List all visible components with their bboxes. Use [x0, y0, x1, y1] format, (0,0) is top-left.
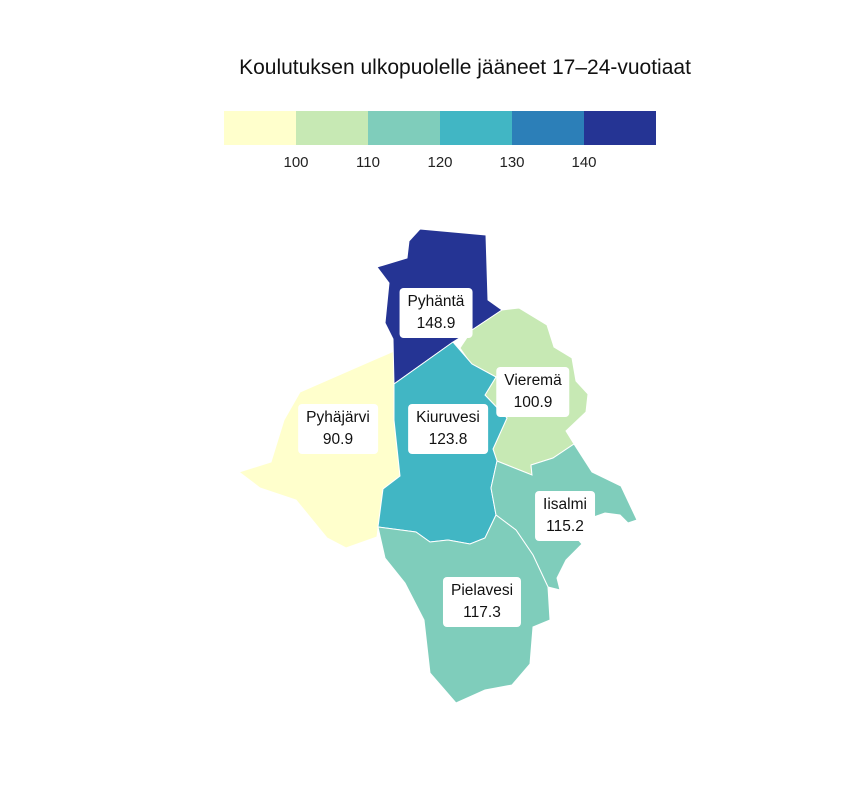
legend-swatch-1: [224, 111, 296, 145]
legend-tick: 140: [571, 154, 597, 171]
legend-tick: 100: [283, 154, 309, 171]
municipality-name: Iisalmi: [543, 496, 587, 513]
legend-swatch-2: [296, 111, 368, 145]
color-legend: [224, 111, 656, 145]
label-iisalmi: Iisalmi 115.2: [535, 491, 595, 541]
map-title: Koulutuksen ulkopuolelle jääneet 17–24-v…: [239, 56, 691, 79]
municipality-value: 123.8: [428, 431, 468, 448]
municipality-name: Vieremä: [504, 372, 562, 389]
municipality-value: 148.9: [416, 315, 456, 332]
municipality-value: 90.9: [322, 431, 354, 448]
municipality-value: 100.9: [513, 394, 553, 411]
legend-swatch-3: [368, 111, 440, 145]
municipality-name: Kiuruvesi: [416, 409, 480, 426]
legend-swatch-5: [512, 111, 584, 145]
municipality-value: 117.3: [463, 604, 501, 621]
label-pyhajarvi: Pyhäjärvi 90.9: [298, 404, 378, 454]
label-pielavesi: Pielavesi 117.3: [442, 577, 522, 627]
legend-swatch-4: [440, 111, 512, 145]
municipality-name: Pyhäntä: [407, 293, 465, 310]
municipality-name: Pyhäjärvi: [306, 409, 370, 426]
legend-tick: 110: [356, 154, 380, 171]
label-kiuruvesi: Kiuruvesi 123.8: [408, 404, 488, 454]
legend-tick: 130: [499, 154, 525, 171]
legend-swatch-6: [584, 111, 656, 145]
legend-tick: 120: [427, 154, 453, 171]
municipality-name: Pielavesi: [450, 582, 514, 599]
municipality-value: 115.2: [546, 518, 584, 535]
label-pyhanta: Pyhäntä 148.9: [399, 288, 473, 338]
label-vierema: Vieremä 100.9: [496, 367, 570, 417]
